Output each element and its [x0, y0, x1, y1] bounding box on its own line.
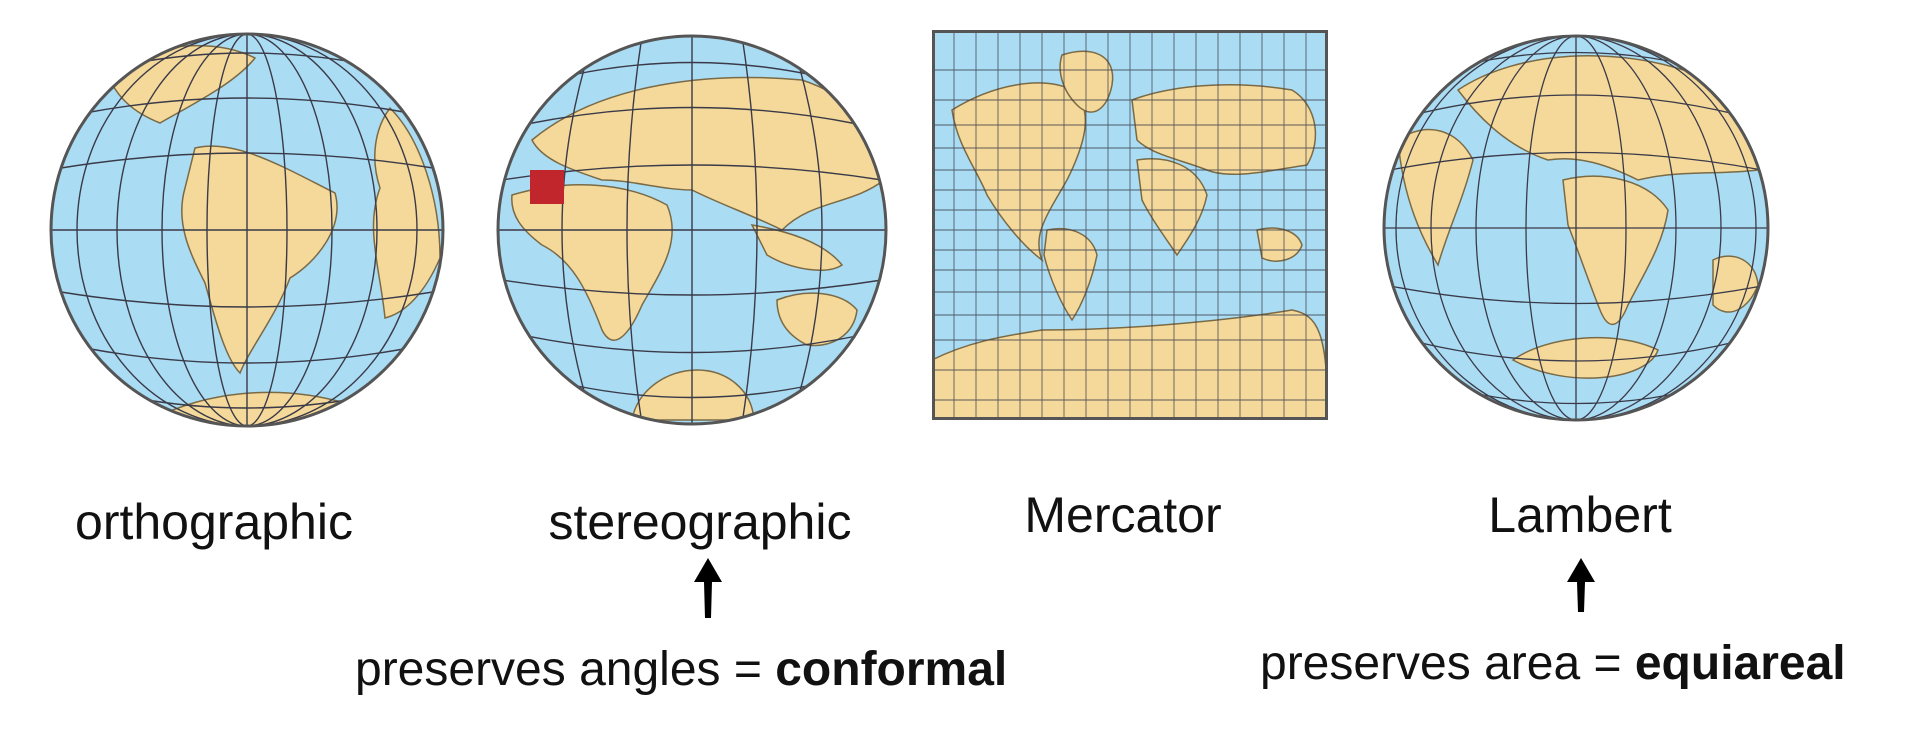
- north-america-land: [1397, 128, 1474, 267]
- conformal-note: preserves angles = conformal: [355, 646, 1007, 694]
- equiareal-term: equiareal: [1634, 637, 1846, 690]
- lambert-label: Lambert: [1488, 487, 1672, 543]
- africa-land: [1562, 175, 1669, 326]
- arrow-up-icon: [1567, 558, 1595, 612]
- australia-land: [1256, 227, 1303, 262]
- south-america-land: [181, 145, 338, 375]
- equiareal-note: preserves area = equiareal: [1260, 640, 1846, 688]
- conformal-term: conformal: [775, 643, 1008, 696]
- north-america-land: [951, 82, 1087, 263]
- stereographic-label: stereographic: [548, 494, 852, 550]
- highlight-square: [530, 170, 564, 204]
- africa-land: [372, 106, 441, 319]
- arrow-up-icon: [694, 558, 722, 618]
- mercator-label: Mercator: [1024, 487, 1222, 543]
- mercator-map: [932, 30, 1328, 420]
- africa-land: [1136, 158, 1208, 257]
- stereographic-globe: [492, 30, 892, 430]
- se-asia-land: [750, 224, 844, 271]
- orthographic-globe: [45, 28, 450, 433]
- eurasia-land: [1456, 54, 1762, 181]
- eurasia-land: [1131, 84, 1317, 175]
- south-america-land: [1043, 228, 1098, 322]
- conformal-text: preserves angles =: [355, 643, 776, 696]
- antarctica-land: [1511, 336, 1659, 379]
- lambert-globe: [1378, 30, 1774, 426]
- equiareal-text: preserves area =: [1260, 637, 1635, 690]
- orthographic-label: orthographic: [75, 494, 353, 550]
- eurasia-land: [531, 76, 885, 231]
